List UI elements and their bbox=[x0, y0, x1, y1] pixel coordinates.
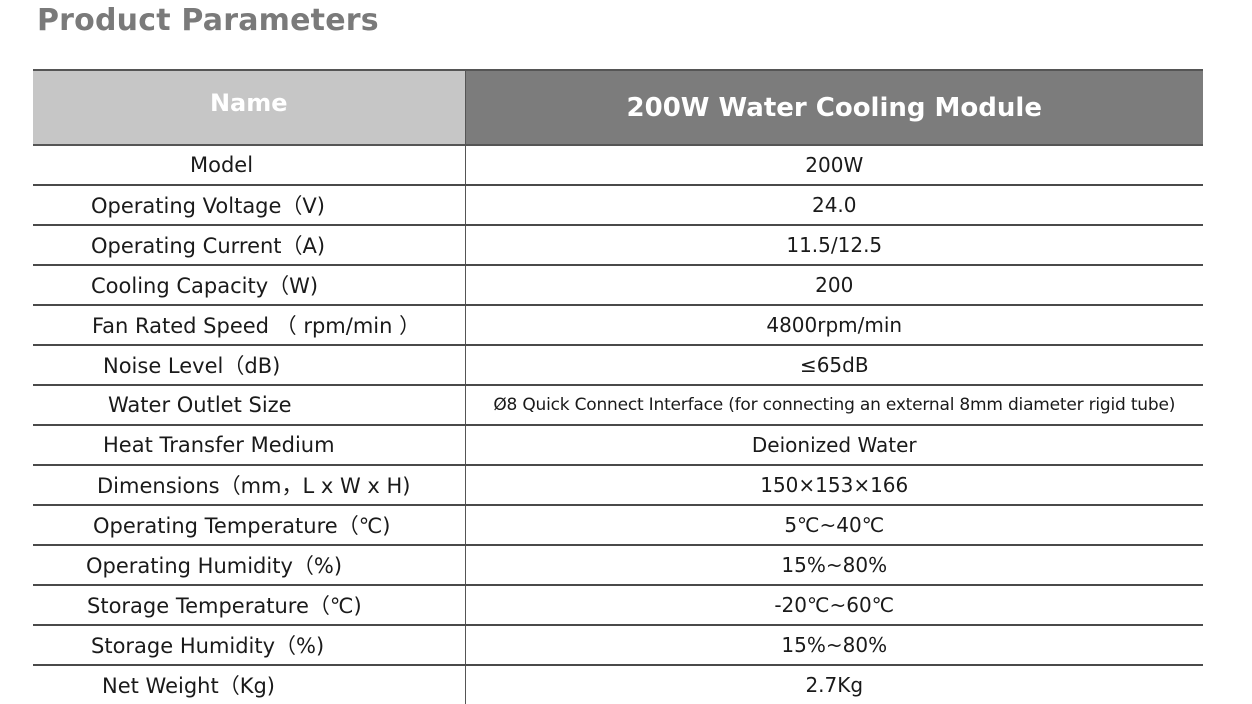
table-row: Noise Level（dB) ≤65dB bbox=[33, 345, 1203, 386]
param-value: 15%~80% bbox=[465, 625, 1203, 666]
param-value: 4800rpm/min bbox=[465, 305, 1203, 346]
table-row: Operating Temperature（℃) 5℃~40℃ bbox=[33, 505, 1203, 546]
param-value: 11.5/12.5 bbox=[465, 225, 1203, 266]
header-name-cell: Name bbox=[33, 69, 466, 146]
param-value: 2.7Kg bbox=[805, 673, 864, 697]
param-label: Operating Humidity（%) bbox=[33, 545, 466, 586]
param-label: Noise Level（dB) bbox=[33, 345, 466, 386]
param-value: 200 bbox=[465, 265, 1203, 306]
table-row: Operating Current（A) 11.5/12.5 bbox=[33, 225, 1203, 266]
param-label: Operating Current（A) bbox=[33, 225, 466, 266]
param-label: Storage Temperature（℃) bbox=[33, 585, 466, 626]
table-row: Dimensions（mm，L x W x H) 150×153×166 bbox=[33, 465, 1203, 506]
param-label: Water Outlet Size bbox=[33, 385, 466, 426]
param-value: 150×153×166 bbox=[465, 465, 1203, 506]
table-row: Storage Temperature（℃) -20℃~60℃ bbox=[33, 585, 1203, 626]
param-label: Fan Rated Speed （ rpm/min ） bbox=[33, 305, 466, 346]
table-row: Water Outlet Size Ø8 Quick Connect Inter… bbox=[33, 385, 1203, 426]
table-row: Storage Humidity（%) 15%~80% bbox=[33, 625, 1203, 666]
param-label: Operating Temperature（℃) bbox=[33, 505, 466, 546]
param-value: 15%~80% bbox=[465, 545, 1203, 586]
table-row: Heat Transfer Medium Deionized Water bbox=[33, 425, 1203, 466]
page-title: Product Parameters bbox=[37, 3, 379, 38]
param-label: Operating Voltage（V) bbox=[33, 185, 466, 226]
param-label: Cooling Capacity（W) bbox=[33, 265, 466, 306]
param-value: 24.0 bbox=[465, 185, 1203, 226]
parameters-table: Name 200W Water Cooling Module Model 200… bbox=[33, 69, 1203, 704]
param-value: 5℃~40℃ bbox=[465, 505, 1203, 546]
table-row: Cooling Capacity（W) 200 bbox=[33, 265, 1203, 306]
param-value: -20℃~60℃ bbox=[465, 585, 1203, 626]
param-label: Dimensions（mm，L x W x H) bbox=[33, 465, 466, 506]
header-name-label: Name bbox=[209, 88, 288, 117]
table-row: Operating Humidity（%) 15%~80% bbox=[33, 545, 1203, 586]
param-label: Storage Humidity（%) bbox=[33, 625, 466, 666]
param-label: Heat Transfer Medium bbox=[33, 425, 466, 466]
table-row: Net Weight（Kg) 2.7Kg bbox=[33, 665, 1203, 704]
table-header-row: Name 200W Water Cooling Module bbox=[33, 69, 1203, 146]
header-model-label: 200W Water Cooling Module bbox=[626, 92, 1042, 123]
table-row: Fan Rated Speed （ rpm/min ） 4800rpm/min bbox=[33, 305, 1203, 346]
header-model-cell: 200W Water Cooling Module bbox=[465, 69, 1203, 146]
param-value: ≤65dB bbox=[465, 345, 1203, 386]
param-value: Ø8 Quick Connect Interface (for connecti… bbox=[465, 385, 1203, 426]
param-label: Net Weight（Kg) bbox=[33, 665, 466, 704]
param-value: 200W bbox=[465, 145, 1203, 186]
param-label: Model bbox=[33, 145, 466, 186]
param-value: Deionized Water bbox=[465, 425, 1203, 466]
table-row: Model 200W bbox=[33, 145, 1203, 186]
table-row: Operating Voltage（V) 24.0 bbox=[33, 185, 1203, 226]
